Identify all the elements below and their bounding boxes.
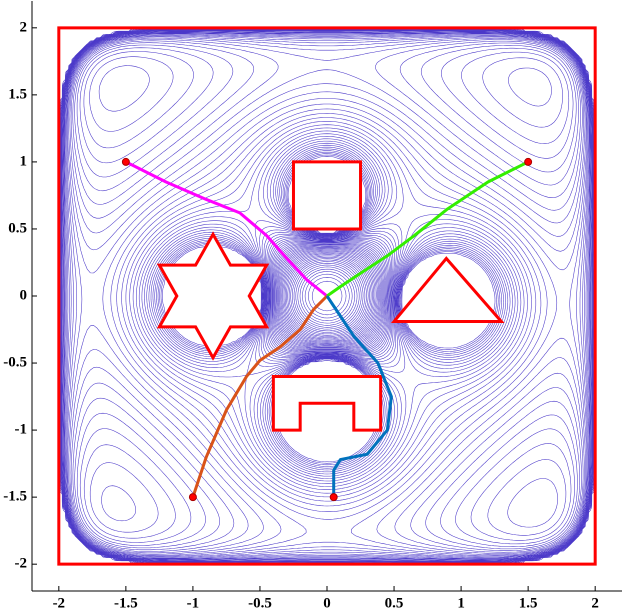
contour-line [83, 51, 570, 533]
contour-line [68, 36, 586, 554]
contour-line [89, 56, 563, 522]
trajectory [191, 294, 329, 498]
contour-line [64, 32, 590, 559]
start-point [188, 493, 197, 502]
trajectory [125, 160, 328, 298]
x-tick-label: -1 [187, 595, 200, 611]
y-tick-label: -1.5 [3, 489, 27, 505]
x-tick-label: -1.5 [114, 595, 138, 611]
contour-line [76, 44, 577, 543]
contour-line [280, 250, 377, 343]
contour-line [98, 65, 552, 347]
y-tick-label: -0.5 [3, 354, 27, 370]
contour-line [64, 33, 589, 558]
start-point [329, 493, 338, 502]
start-point [524, 157, 533, 166]
y-tick-label: 1.5 [8, 86, 27, 102]
x-tick-label: 1 [457, 595, 465, 611]
obstacle [156, 231, 270, 361]
contour-line [69, 37, 584, 552]
contour-line [277, 247, 380, 346]
contour-line [299, 268, 356, 324]
x-tick-label: 1.5 [519, 595, 538, 611]
contour-line [79, 47, 574, 539]
contour-line [63, 31, 591, 560]
obstacle [390, 256, 505, 323]
start-point [121, 157, 130, 166]
contour-line [60, 29, 594, 563]
contour-line [288, 258, 367, 335]
contour-line [283, 253, 373, 340]
trajectory [326, 160, 529, 298]
contour-line [74, 42, 579, 546]
contour-line [293, 262, 362, 330]
boundary-group [57, 26, 597, 566]
contour-line [295, 264, 360, 328]
y-tick-label: 0 [20, 287, 28, 303]
boundary [57, 26, 597, 566]
y-tick-label: 1 [20, 153, 28, 169]
x-tick-label: 0 [323, 595, 331, 611]
y-tick-label: -2 [15, 556, 28, 572]
contour-line [66, 34, 588, 556]
obstacle [271, 374, 383, 432]
contour-line [65, 34, 589, 557]
trajectory [325, 295, 393, 498]
x-tick-label: -0.5 [248, 595, 272, 611]
y-tick-label: 0.5 [8, 220, 27, 236]
x-tick-label: 2 [591, 595, 599, 611]
contour-line [67, 35, 587, 555]
x-tick-label: -2 [53, 595, 66, 611]
obstacle [291, 160, 363, 231]
y-tick-label: 2 [20, 19, 28, 35]
contour-line [276, 246, 381, 346]
contour-line [63, 32, 590, 559]
x-tick-label: 0.5 [385, 595, 404, 611]
contour-line [286, 255, 370, 337]
y-tick-label: -1 [15, 422, 28, 438]
